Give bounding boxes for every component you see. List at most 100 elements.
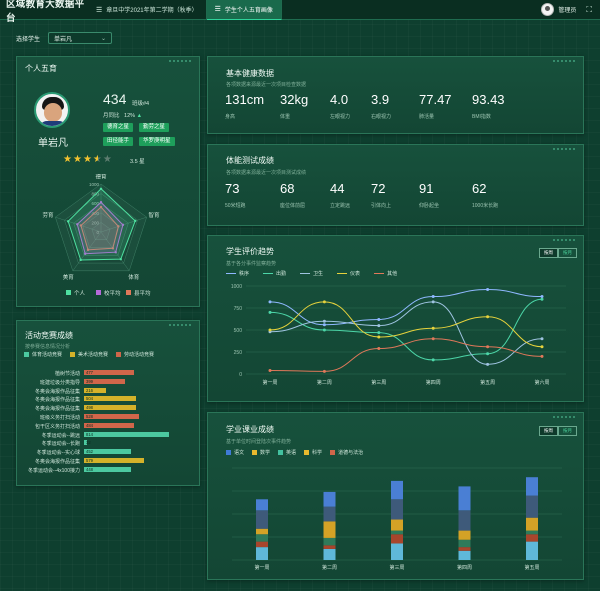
honor-tag: 田径能手 bbox=[103, 137, 134, 146]
legend-item: 秩序 bbox=[226, 270, 249, 277]
avatar bbox=[541, 3, 555, 16]
legend-label: 仪表 bbox=[350, 271, 361, 277]
radar-axis-label: 劳育 bbox=[43, 211, 55, 219]
x-tick-label: 第五周 bbox=[524, 564, 539, 571]
activity-bar: 32 bbox=[84, 440, 91, 446]
radar-point bbox=[121, 223, 125, 227]
activity-value: 477 bbox=[86, 370, 93, 375]
legend-label: 美术活动竞赛 bbox=[78, 352, 109, 358]
radar-series-校平均 bbox=[76, 201, 124, 255]
activity-bar: 814 bbox=[84, 431, 169, 437]
top-bar: 区域教育大数据平台 ☰ 章旦中学2021年第二学期（秋季） ☰ 学生个人五育画像… bbox=[0, 0, 600, 24]
activity-bar: 477 bbox=[84, 370, 134, 375]
radar-point bbox=[119, 257, 122, 261]
legend-label: 其他 bbox=[387, 271, 398, 277]
legend-item: 其他 bbox=[374, 270, 397, 277]
stat-value: 73 bbox=[225, 181, 240, 196]
activity-label: 班级义务打扫活动 bbox=[39, 415, 80, 421]
tab-student-portrait[interactable]: ☰ 学生个人五育画像 bbox=[206, 0, 282, 20]
trend-legend: 秩序 出勤 卫生 仪表 其他 bbox=[226, 270, 397, 277]
bar-segment-数学 bbox=[256, 541, 268, 548]
panel-title: 体能测试成绩 bbox=[226, 156, 274, 165]
fitness-panel: 体能测试成绩 各项数据来源最近一次项目测试成绩 bbox=[207, 144, 584, 226]
tab-semester[interactable]: ☰ 章旦中学2021年第二学期（秋季） bbox=[88, 0, 207, 20]
series-point bbox=[268, 368, 272, 372]
radar-point bbox=[114, 250, 117, 254]
stat-value: 44 bbox=[330, 181, 345, 196]
bar-segment-extra bbox=[458, 486, 471, 511]
legend-label: 劳动活动竞赛 bbox=[124, 352, 155, 358]
series-point bbox=[431, 326, 435, 330]
series-point bbox=[540, 354, 544, 358]
month-button[interactable]: 按月 bbox=[558, 426, 577, 436]
series-point bbox=[377, 335, 381, 339]
activity-label: 冬奥会海报作品征集 bbox=[34, 459, 80, 465]
x-tick-label: 第三周 bbox=[371, 379, 386, 386]
bar-segment-道德与法治 bbox=[526, 495, 538, 518]
legend-label: 英语 bbox=[286, 450, 297, 456]
week-button[interactable]: 按周 bbox=[539, 248, 558, 258]
radar-legend-swatch bbox=[126, 290, 131, 295]
radar-point bbox=[99, 187, 103, 190]
star-icon: ★ bbox=[63, 154, 73, 165]
bar-segment-科学 bbox=[323, 521, 336, 538]
activity-label: 冬季运动会--4x100接力 bbox=[28, 467, 80, 474]
class-rank: 班级#4 bbox=[132, 101, 150, 107]
radar-point bbox=[111, 247, 115, 250]
series-point bbox=[540, 345, 544, 349]
panel-subtitle: 各项数据来源最近一次项目检查数据 bbox=[226, 82, 307, 88]
panel-subtitle: 按参赛信息情况分析 bbox=[25, 344, 71, 350]
activity-bar: 579 bbox=[84, 458, 145, 463]
radar-tick-label: 600 bbox=[91, 201, 99, 206]
stat-value: 72 bbox=[371, 181, 386, 196]
tab-label: 章旦中学2021年第二学期（秋季） bbox=[106, 8, 198, 14]
radar-legend-swatch bbox=[96, 290, 101, 295]
stat-label: 右眼视力 bbox=[371, 114, 392, 120]
activity-value: 504 bbox=[86, 396, 93, 402]
star-icon: ★ bbox=[72, 154, 83, 165]
activity-bar: 528 bbox=[84, 414, 139, 419]
legend-line bbox=[374, 273, 385, 274]
series-point bbox=[486, 315, 490, 319]
mom-change: 月同比 12% ▲ bbox=[103, 111, 142, 119]
menu-icon: ☰ bbox=[96, 6, 103, 14]
legend-label: 体育活动竞赛 bbox=[32, 352, 63, 358]
stat-label: 引体向上 bbox=[371, 203, 392, 209]
user-menu[interactable]: 管理员 ⛶ bbox=[541, 3, 592, 16]
bar-segment-英语 bbox=[526, 530, 538, 535]
bar-segment-语文 bbox=[256, 547, 268, 560]
legend-item: 数学 bbox=[252, 449, 270, 456]
legend-item: 出勤 bbox=[263, 270, 286, 277]
legend-swatch bbox=[252, 450, 258, 455]
bar-segment-语文 bbox=[526, 541, 538, 560]
radar-tick-label: 0 bbox=[96, 230, 99, 235]
y-tick-label: 0 bbox=[239, 372, 242, 378]
bar-segment-道德与法治 bbox=[323, 506, 336, 522]
series-point bbox=[268, 310, 272, 314]
legend-item: 科学 bbox=[304, 449, 322, 456]
series-point bbox=[377, 331, 381, 335]
legend-label: 卫生 bbox=[313, 271, 324, 277]
series-point bbox=[431, 358, 435, 362]
panel-subtitle: 基于各分事件监察趋势 bbox=[226, 261, 277, 267]
series-line-秩序 bbox=[269, 289, 543, 326]
bar-segment-道德与法治 bbox=[256, 510, 268, 529]
activity-value: 579 bbox=[86, 458, 93, 463]
bar-segment-数学 bbox=[458, 547, 471, 551]
student-select[interactable]: 单岩凡 ⌄ bbox=[48, 32, 113, 44]
selected-student: 单岩凡 bbox=[54, 36, 73, 43]
month-button[interactable]: 按月 bbox=[558, 248, 577, 258]
week-button[interactable]: 按周 bbox=[539, 426, 558, 436]
series-line-仪表 bbox=[269, 301, 543, 348]
stat-label: 身高 bbox=[225, 114, 236, 120]
legend-swatch bbox=[278, 450, 284, 455]
arrow-up-icon: ▲ bbox=[136, 113, 143, 119]
activities-legend: 体育活动竞赛 美术活动竞赛 劳动活动竞赛 bbox=[24, 351, 154, 358]
fullscreen-icon[interactable]: ⛶ bbox=[586, 4, 592, 14]
app-title: 区域教育大数据平台 bbox=[6, 0, 85, 24]
panel-subtitle: 各项数据来源最近一次项目测试成绩 bbox=[226, 170, 307, 176]
series-point bbox=[377, 317, 381, 321]
y-tick-label: 1000 bbox=[231, 284, 242, 290]
selector-label: 选择学生 bbox=[16, 36, 41, 43]
